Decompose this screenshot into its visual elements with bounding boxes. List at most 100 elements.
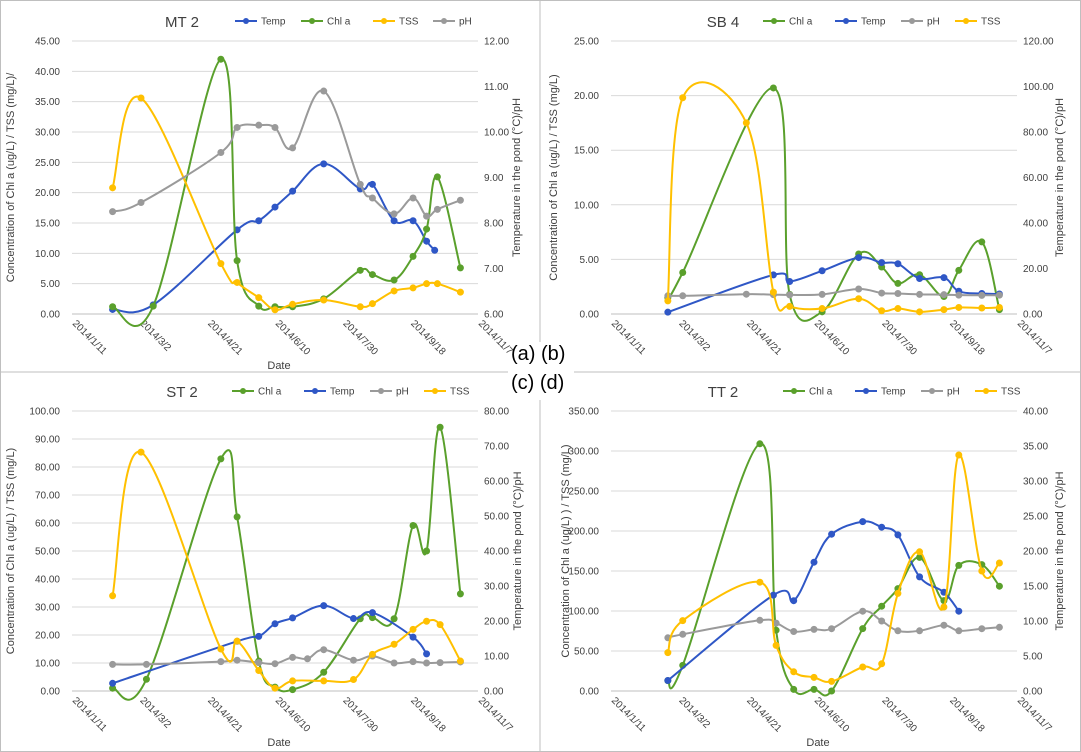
legend-label: Chl a	[789, 17, 813, 28]
data-point	[978, 567, 986, 575]
data-point	[320, 87, 328, 95]
data-point	[786, 277, 794, 285]
data-point	[859, 625, 867, 633]
legend-label: Temp	[881, 387, 906, 398]
data-point	[368, 180, 376, 188]
y-left-tick-label: 70.00	[35, 491, 60, 502]
data-point	[356, 303, 364, 311]
data-point	[828, 625, 836, 633]
data-point	[894, 305, 902, 313]
panel-label-ab: (a) (b)	[511, 343, 566, 365]
y-right-tick-label: 20.00	[1023, 547, 1048, 558]
y-right-tick-label: 9.00	[484, 173, 504, 184]
y-right-tick-label: 60.00	[1023, 173, 1048, 184]
data-point	[894, 290, 902, 298]
legend-label: TSS	[399, 17, 419, 28]
data-point	[810, 625, 818, 633]
data-point	[390, 640, 398, 648]
data-point	[878, 289, 886, 297]
data-point	[320, 296, 328, 304]
chart-title: ST 2	[166, 384, 197, 401]
data-point	[349, 615, 357, 623]
data-point	[431, 246, 439, 254]
y-left-tick-label: 0.00	[41, 687, 61, 698]
y-left-tick-label: 0.00	[580, 687, 600, 698]
data-point	[409, 522, 417, 530]
data-point	[810, 685, 818, 693]
legend-item: Chl a	[763, 17, 813, 28]
y-right-axis-label: Temperature in the pond (°C)/pH	[511, 98, 523, 257]
y-left-tick-label: 20.00	[35, 631, 60, 642]
data-point	[423, 659, 431, 667]
y-left-tick-label: 30.00	[35, 128, 60, 139]
legend-label: pH	[459, 17, 472, 28]
data-point	[955, 266, 963, 274]
chart-title: MT 2	[165, 14, 199, 31]
y-right-tick-label: 12.00	[484, 37, 509, 48]
data-point	[320, 602, 328, 610]
data-point	[859, 607, 867, 615]
data-point	[456, 657, 464, 665]
data-point	[679, 94, 687, 102]
panel-label-cd: (c) (d)	[511, 372, 565, 394]
data-point	[217, 148, 225, 156]
data-point	[409, 217, 417, 225]
legend-item: TSS	[955, 17, 1001, 28]
y-left-tick-label: 10.00	[35, 659, 60, 670]
data-point	[818, 267, 826, 275]
data-point	[995, 303, 1003, 311]
data-point	[679, 630, 687, 638]
y-left-tick-label: 30.00	[35, 603, 60, 614]
data-point	[978, 304, 986, 312]
y-left-tick-label: 100.00	[29, 407, 60, 418]
series-chl-a	[109, 423, 464, 701]
y-right-tick-label: 30.00	[484, 582, 509, 593]
data-point	[233, 656, 241, 664]
data-point	[409, 658, 417, 666]
data-point	[289, 144, 297, 152]
series-line	[666, 442, 1001, 697]
data-point	[271, 203, 279, 211]
legend-item: Temp	[235, 17, 286, 28]
data-point	[916, 290, 924, 298]
y-right-tick-label: 35.00	[1023, 442, 1048, 453]
y-right-tick-label: 6.00	[484, 310, 504, 321]
data-point	[433, 280, 441, 288]
y-left-axis-label: Concentration of Chl a (ug/L) ) / TSS (m…	[560, 444, 572, 657]
data-point	[289, 653, 297, 661]
y-right-tick-label: 100.00	[1023, 82, 1054, 93]
data-point	[828, 677, 836, 685]
data-point	[756, 616, 764, 624]
data-point	[303, 655, 311, 663]
y-left-tick-label: 40.00	[35, 575, 60, 586]
data-point	[137, 94, 145, 102]
data-point	[855, 295, 863, 303]
data-point	[271, 684, 279, 692]
data-point	[217, 260, 225, 268]
series-ph	[664, 607, 1003, 642]
data-point	[772, 641, 780, 649]
legend-label: TSS	[450, 387, 470, 398]
data-point	[349, 656, 357, 664]
y-left-tick-label: 60.00	[35, 519, 60, 530]
data-point	[368, 650, 376, 658]
data-point	[109, 184, 117, 192]
y-left-axis-label: Concentration of Chl a (ug/L) / TSS (mg/…	[5, 72, 17, 282]
data-point	[679, 269, 687, 277]
data-point	[790, 685, 798, 693]
y-right-tick-label: 11.00	[484, 82, 509, 93]
data-point	[769, 591, 777, 599]
data-point	[255, 667, 263, 675]
data-point	[916, 275, 924, 283]
y-right-tick-label: 120.00	[1023, 37, 1054, 48]
legend-item: Temp	[304, 387, 355, 398]
y-right-axis-label: Temperature in the pond (°C)/pH	[512, 471, 524, 630]
series-tss	[664, 81, 1003, 316]
legend-label: Temp	[261, 17, 286, 28]
data-point	[233, 278, 241, 286]
data-point	[368, 194, 376, 202]
data-point	[289, 614, 297, 622]
data-point	[423, 225, 431, 233]
legend-item: pH	[433, 17, 472, 28]
legend-label: TSS	[1001, 387, 1021, 398]
